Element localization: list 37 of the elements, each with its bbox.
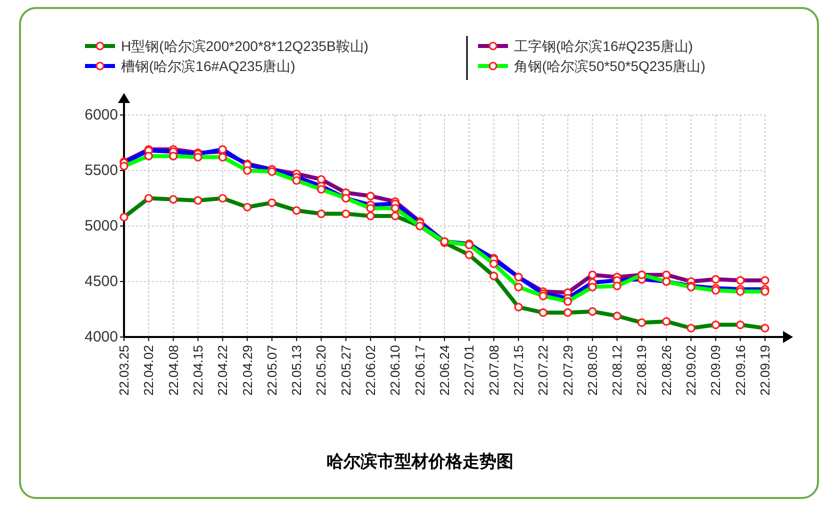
x-tick-label: 22.07.22 [536,345,551,396]
x-tick-label: 22.04.02 [141,345,156,396]
x-tick-label: 22.05.27 [338,345,354,396]
x-tick-label: 22.09.16 [732,345,748,396]
x-tick-label: 22.07.29 [560,345,576,396]
x-tick-label: 22.09.02 [684,345,699,396]
x-tick-label: 22.04.08 [166,345,181,396]
y-tick-label: 6000 [84,106,118,124]
x-tick-label: 22.05.20 [314,345,329,396]
legend-label: 槽钢(哈尔滨16#AQ235唐山) [121,58,296,74]
x-tick-label: 22.05.07 [264,345,280,396]
legend-label: 角钢(哈尔滨50*50*5Q235唐山) [514,58,706,74]
x-tick-label: 22.06.02 [363,345,378,396]
x-tick-label: 22.06.10 [388,345,403,396]
x-tick-label: 22.07.15 [510,345,526,396]
x-tick-label: 22.03.25 [116,345,132,396]
x-tick-label: 22.07.08 [486,345,502,396]
x-tick-label: 22.08.12 [610,345,625,396]
x-tick-label: 22.06.24 [437,345,452,396]
x-tick-label: 22.09.09 [708,345,724,396]
x-tick-label: 22.04.15 [190,345,206,396]
x-tick-label: 22.08.05 [584,345,600,396]
x-tick-label: 22.08.26 [658,345,674,396]
legend-label: H型钢(哈尔滨200*200*8*12Q235B鞍山) [121,38,368,54]
x-tick-label: 22.08.19 [634,345,650,396]
x-tick-label: 22.04.22 [215,345,230,396]
legend-label: 工字钢(哈尔滨16#Q235唐山) [514,38,693,54]
x-tick-label: 22.06.17 [412,345,428,396]
y-tick-label: 5500 [84,162,118,179]
x-tick-label: 22.05.13 [289,345,304,396]
x-tick-label: 22.04.29 [240,345,255,396]
text: 哈尔滨市型材价格走势图 [326,452,514,471]
x-tick-label: 22.07.01 [462,345,477,396]
x-tick-label: 22.09.19 [758,345,772,396]
y-tick-label: 5000 [84,218,118,234]
y-tick-label: 4500 [84,273,118,290]
y-tick-label: 4000 [84,328,118,346]
